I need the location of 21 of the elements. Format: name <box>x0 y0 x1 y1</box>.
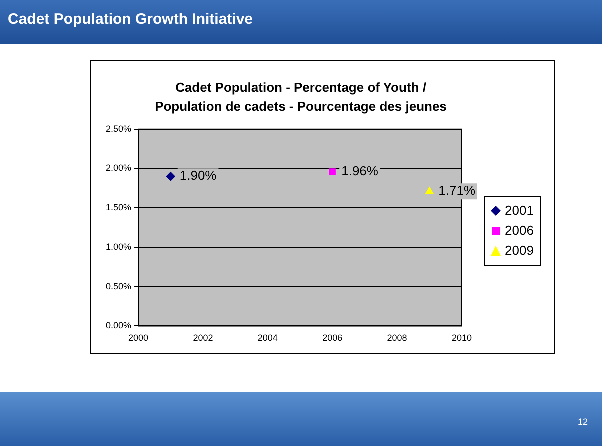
x-tick-label: 2006 <box>322 333 343 344</box>
legend-label: 2009 <box>505 243 534 258</box>
data-label: 1.90% <box>180 168 218 184</box>
y-tick-label: 0.00% <box>106 320 132 331</box>
legend-label: 2001 <box>505 203 534 218</box>
x-tick-label: 2008 <box>387 333 408 344</box>
x-tick-label: 2004 <box>258 333 278 344</box>
x-tick-label: 2002 <box>193 333 214 344</box>
data-label: 1.96% <box>342 163 379 178</box>
y-tick-label: 0.50% <box>106 281 132 292</box>
y-tick-label: 2.50% <box>106 124 132 134</box>
x-tick-label: 2010 <box>452 333 472 344</box>
legend-label: 2006 <box>505 223 534 238</box>
y-tick-label: 2.00% <box>106 163 132 174</box>
y-tick-label: 1.00% <box>106 242 132 252</box>
y-tick-label: 1.50% <box>106 202 132 213</box>
x-tick-label: 2000 <box>128 333 149 344</box>
chart-subtitle: Cadet Population - Percentage of Youth / Population de cadets - Pourcentage des jeunes <box>154 79 448 116</box>
text: 12 <box>578 417 588 427</box>
chart-title: Cadet Population Growth Initiative <box>8 11 254 28</box>
data-label: 1.71% <box>438 183 476 198</box>
